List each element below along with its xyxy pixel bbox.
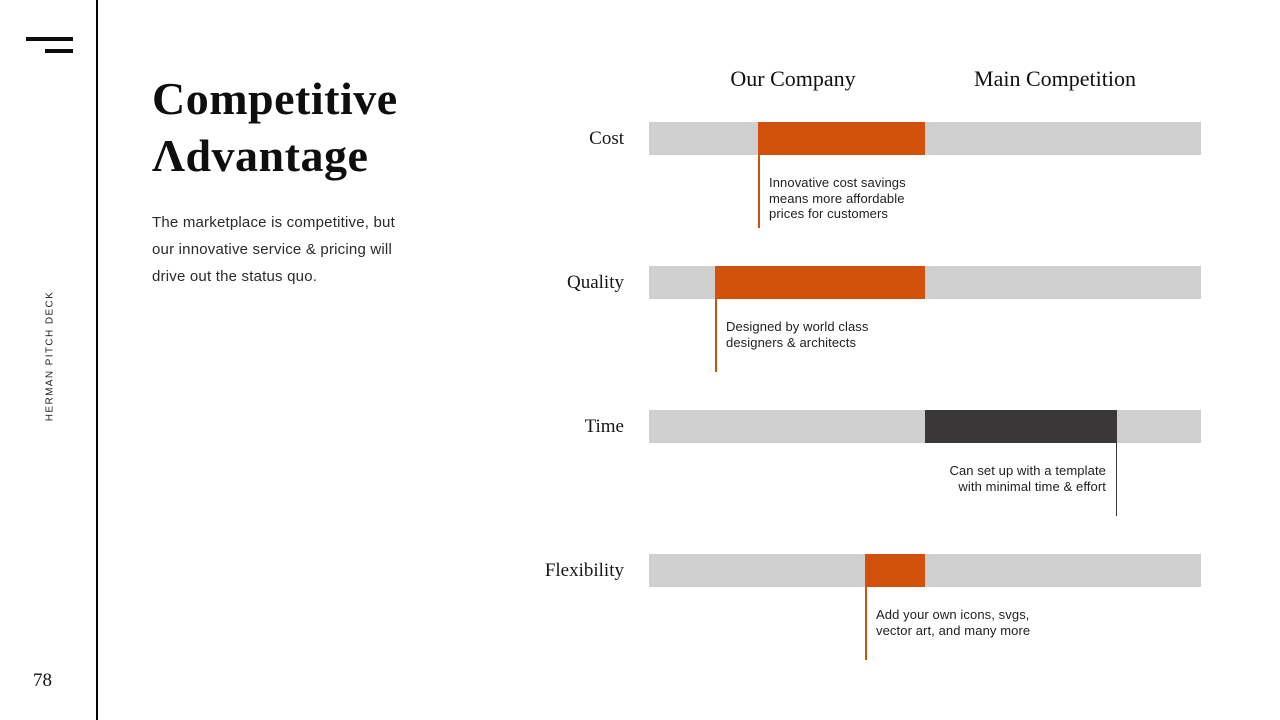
annotation-text-flexibility: Add your own icons, svgs, vector art, and…: [865, 587, 1030, 638]
annotation-text-line: prices for customers: [769, 206, 889, 221]
annotation-line-flexibility: [865, 587, 867, 660]
annotation-text-line: Designed by world class: [726, 319, 869, 334]
annotation-flexibility: Add your own icons, svgs, vector art, and…: [865, 587, 1030, 660]
chart-row-time: Time: [0, 410, 1280, 443]
slide-description: The marketplace is competitive, but our …: [152, 214, 395, 285]
annotation-text-line: Can set up with a template: [949, 463, 1106, 478]
bar-track-time: [649, 410, 1201, 443]
annotation-line-time: [1115, 443, 1117, 516]
row-label-flexibility: Flexibility: [544, 560, 624, 581]
annotation-text-line: Innovative cost savings: [769, 175, 906, 190]
bar-track-quality: [649, 266, 1201, 299]
hamburger-line-bottom: [45, 49, 73, 53]
annotation-text-line: with minimal time & effort: [958, 478, 1106, 494]
hamburger-menu-icon[interactable]: [26, 37, 73, 53]
slide-title-line-2: Λdvantage: [152, 130, 369, 181]
annotation-line-quality: [715, 299, 717, 372]
bar-segment-cost: [758, 122, 925, 155]
chart-row-quality: Quality: [0, 266, 1280, 299]
annotation-line-cost: [758, 155, 760, 228]
page-number: 78: [33, 670, 52, 691]
annotation-time: Can set up with a template with minimal t…: [949, 443, 1117, 516]
row-label-quality: Quality: [567, 272, 624, 293]
annotation-quality: Designed by world class designers & archi…: [715, 299, 868, 372]
annotation-text-time: Can set up with a template with minimal t…: [949, 443, 1117, 494]
bar-segment-time: [925, 410, 1117, 443]
chart-row-cost: Cost: [0, 122, 1280, 155]
bar-track-flexibility: [649, 554, 1201, 587]
slide-title-line-1: Competitive: [152, 73, 398, 124]
annotation-cost: Innovative cost savings means more afford…: [758, 155, 906, 228]
annotation-text-quality: Designed by world class designers & archi…: [715, 299, 868, 350]
annotation-text-cost: Innovative cost savings means more afford…: [758, 155, 906, 222]
chart-row-flexibility: Flexibility: [0, 554, 1280, 587]
row-label-time: Time: [584, 416, 624, 437]
bar-segment-quality: [715, 266, 925, 299]
row-label-cost: Cost: [589, 128, 624, 149]
bar-segment-flexibility: [864, 554, 925, 587]
annotation-text-line: means more affordable: [769, 190, 905, 206]
slide-title: Competitive Λdvantage: [152, 70, 398, 184]
vertical-divider-line: [96, 0, 98, 720]
hamburger-line-top: [26, 37, 73, 41]
bar-track-cost: [649, 122, 1201, 155]
column-header-main-competition: Main Competition: [974, 66, 1136, 91]
annotation-text-line: designers & architects: [726, 334, 857, 350]
column-header-our-company: Our Company: [730, 66, 856, 91]
annotation-text-line: vector art, and many more: [876, 622, 1031, 638]
annotation-text-line: Add your own icons, svgs,: [876, 607, 1030, 622]
